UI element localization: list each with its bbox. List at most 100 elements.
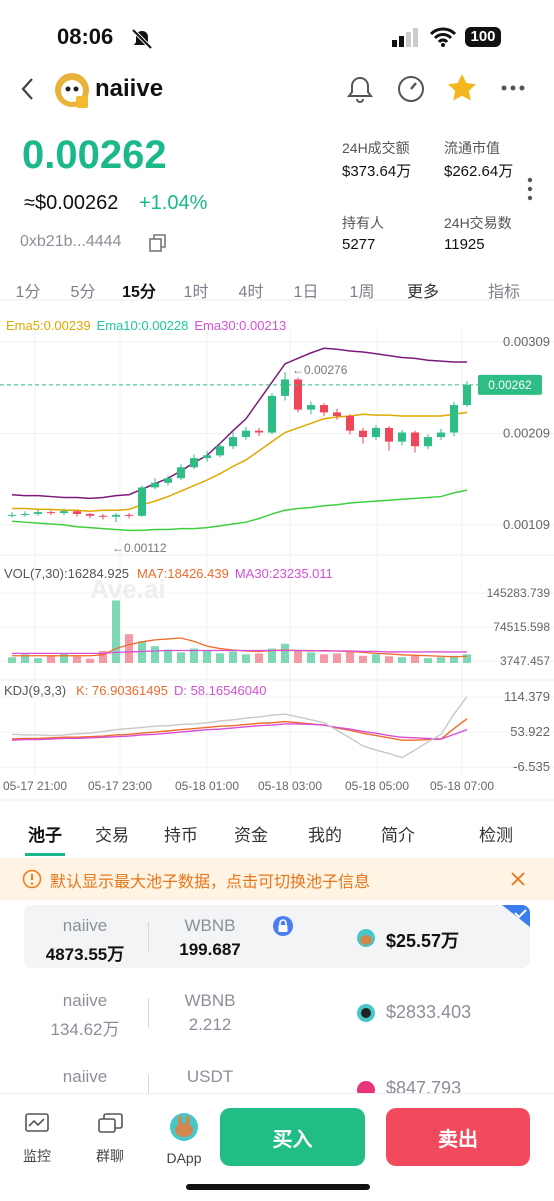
tab[interactable]: 简介 — [381, 826, 415, 845]
stat-value: 5277 — [342, 236, 376, 253]
annotation: ←0.00112 — [112, 541, 167, 555]
candle-body — [450, 405, 458, 433]
candle-body — [255, 430, 263, 433]
volume-bar — [372, 654, 380, 663]
nav-icon[interactable] — [169, 1112, 199, 1142]
divider — [148, 1075, 149, 1095]
volume-bar — [463, 654, 471, 663]
volume-bar — [398, 657, 406, 663]
legend-entry: MA30:23235.011 — [235, 566, 333, 581]
candle-body — [398, 432, 406, 442]
y-tick-label: 145283.739 — [487, 586, 551, 600]
more-button[interactable] — [500, 80, 526, 96]
volume-bar — [99, 650, 107, 663]
panel-title: KDJ(9,3,3) — [4, 683, 66, 698]
pool-pair-amount: 2.212 — [188, 1015, 232, 1034]
timeframe-tab-active[interactable]: 15分 — [122, 284, 156, 301]
tab-active[interactable]: 池子 — [28, 826, 62, 845]
gauge-button[interactable] — [396, 74, 426, 104]
legend-entry: MA7:18426.439 — [137, 566, 229, 581]
candle-body — [112, 514, 120, 517]
volume-bar — [60, 653, 68, 663]
stat-label: 24H成交额 — [342, 140, 410, 156]
tab[interactable]: 资金 — [234, 826, 268, 845]
candle-body — [242, 430, 250, 438]
legend-entry: Ema30:0.00213 — [194, 318, 286, 333]
indicator-line — [11, 347, 467, 500]
candle-body — [86, 513, 94, 516]
pool-token-amount: 134.62万 — [50, 1020, 120, 1039]
candle-body — [99, 515, 107, 517]
nav-label[interactable]: DApp — [166, 1150, 202, 1166]
legend-entry: K: 76.90361495 — [76, 683, 168, 698]
volume-bar — [8, 657, 16, 663]
volume-bar — [112, 600, 120, 663]
tab[interactable]: 检测 — [479, 826, 513, 845]
x-tick-label: 05-17 23:00 — [88, 779, 152, 793]
indicator-line — [11, 489, 468, 532]
dex-icon — [357, 929, 375, 947]
volume-bar — [125, 634, 133, 663]
tab[interactable]: 持币 — [164, 826, 198, 845]
timeframe-tab[interactable]: 1周 — [349, 284, 375, 301]
price-usd: ≈$0.00262 — [24, 192, 119, 214]
stat-label: 24H交易数 — [444, 215, 512, 231]
nav-icon[interactable] — [25, 1113, 49, 1135]
pool-token-amount: 4873.55万 — [45, 945, 125, 964]
volume-bar — [359, 655, 367, 663]
nav-icon[interactable] — [98, 1113, 124, 1137]
kdj-line — [11, 723, 468, 741]
notice-text[interactable]: 默认显示最大池子数据，点击可切换池子信息 — [50, 874, 371, 891]
candle-body — [125, 514, 133, 516]
copy-button[interactable] — [148, 233, 168, 253]
candle-body — [320, 405, 328, 413]
buy-button[interactable]: 买入 — [220, 1108, 365, 1166]
volume-bar — [190, 648, 198, 663]
current-price-tag — [478, 374, 542, 395]
volume-bar — [73, 656, 81, 663]
nav-label[interactable]: 群聊 — [96, 1148, 124, 1164]
chart: 0.00309 0.00209 0.00109 0.00262 ←0.00276 ←0.0… — [0, 299, 554, 801]
current-price-label: 0.00262 — [488, 378, 532, 392]
back-button[interactable] — [18, 76, 38, 102]
favorite-button[interactable] — [446, 72, 478, 104]
timeframe-more[interactable]: 更多 — [406, 284, 440, 301]
tab-underline — [25, 853, 65, 856]
timeframe-tab[interactable]: 5分 — [70, 284, 96, 301]
stat-label: 持有人 — [342, 215, 384, 231]
candle-body — [333, 412, 341, 417]
indicator-button[interactable]: 指标 — [487, 284, 521, 301]
candle-body — [346, 416, 354, 431]
x-tick-label: 05-18 01:00 — [175, 779, 239, 793]
notice-close[interactable] — [510, 871, 526, 887]
timeframe-tab[interactable]: 4时 — [238, 284, 264, 301]
price: 0.00262 — [22, 133, 167, 177]
kdj-line — [11, 696, 468, 759]
lock-icon — [273, 916, 293, 936]
legend-entry: D: 58.16546040 — [174, 683, 267, 698]
timeframe-tab[interactable]: 1日 — [293, 284, 319, 301]
candle-body — [307, 405, 315, 410]
pool-pair: WBNB — [184, 991, 236, 1010]
tab[interactable]: 交易 — [95, 826, 129, 845]
stats-more[interactable] — [526, 176, 534, 202]
sell-button[interactable]: 卖出 — [386, 1108, 530, 1166]
tab[interactable]: 我的 — [308, 826, 342, 845]
alert-button[interactable] — [346, 74, 374, 104]
notice-icon — [22, 869, 42, 889]
y-tick-label: 0.00109 — [503, 517, 550, 532]
y-tick-label: 53.922 — [510, 724, 550, 739]
home-indicator — [186, 1184, 370, 1190]
timeframe-tab[interactable]: 1分 — [15, 284, 41, 301]
timeframe-tab[interactable]: 1时 — [183, 284, 209, 301]
candle-body — [359, 430, 367, 438]
notice-bar[interactable] — [0, 858, 554, 900]
indicator-line — [12, 411, 468, 512]
x-tick-label: 05-18 03:00 — [258, 779, 322, 793]
y-tick-label: 0.00309 — [503, 334, 550, 349]
candle-body — [47, 512, 55, 514]
nav-label[interactable]: 监控 — [23, 1148, 51, 1164]
panel-title: VOL(7,30):16284.925 — [4, 566, 129, 581]
pool-row-selected[interactable] — [24, 905, 530, 968]
